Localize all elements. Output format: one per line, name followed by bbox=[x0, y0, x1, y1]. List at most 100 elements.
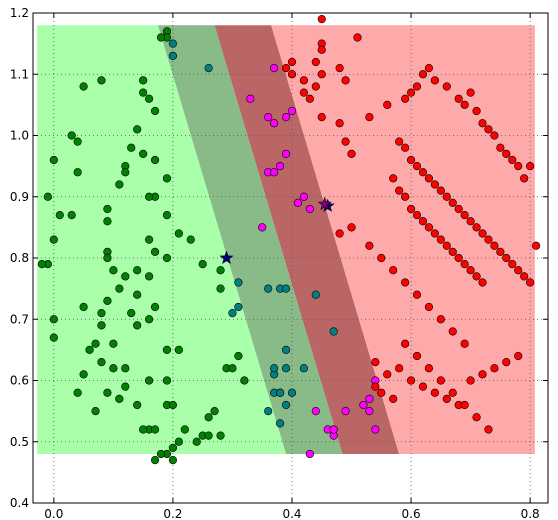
y-tick-label: 1.2 bbox=[10, 6, 29, 20]
data-point bbox=[150, 106, 160, 116]
data-point bbox=[484, 425, 493, 434]
data-point bbox=[371, 358, 380, 367]
data-point bbox=[121, 364, 130, 373]
data-point bbox=[305, 204, 314, 214]
data-point bbox=[430, 76, 439, 85]
data-point bbox=[347, 223, 356, 232]
data-point bbox=[389, 394, 398, 403]
data-point bbox=[335, 229, 344, 238]
data-point bbox=[311, 407, 320, 416]
data-point bbox=[133, 266, 142, 275]
data-point bbox=[210, 407, 219, 416]
data-point bbox=[281, 364, 291, 373]
data-point bbox=[412, 82, 422, 91]
data-point bbox=[150, 247, 160, 256]
data-point bbox=[234, 278, 243, 287]
data-point bbox=[526, 278, 535, 287]
data-point bbox=[192, 437, 201, 446]
data-point bbox=[305, 94, 314, 103]
data-point bbox=[162, 345, 172, 354]
data-point bbox=[144, 235, 154, 244]
data-point bbox=[287, 57, 297, 67]
data-point bbox=[430, 388, 439, 397]
data-point bbox=[371, 382, 380, 391]
data-point bbox=[496, 143, 505, 152]
data-point bbox=[73, 168, 82, 177]
data-point bbox=[335, 119, 344, 128]
x-tick-label: 0.4 bbox=[282, 507, 301, 520]
data-point bbox=[442, 241, 451, 250]
data-point bbox=[502, 149, 511, 158]
data-point bbox=[293, 198, 303, 207]
data-point bbox=[144, 94, 154, 103]
data-point bbox=[418, 382, 428, 391]
data-point bbox=[472, 223, 481, 232]
data-point bbox=[311, 82, 320, 91]
data-point bbox=[418, 217, 428, 226]
data-point bbox=[460, 400, 469, 410]
data-point bbox=[299, 88, 308, 97]
data-point bbox=[103, 296, 112, 305]
data-point bbox=[127, 143, 136, 152]
data-point bbox=[150, 425, 160, 434]
data-point bbox=[270, 64, 279, 73]
data-point bbox=[79, 82, 88, 91]
data-point bbox=[97, 321, 106, 330]
data-point bbox=[371, 425, 380, 434]
data-point bbox=[103, 204, 112, 214]
data-point bbox=[365, 394, 374, 403]
data-point bbox=[472, 106, 481, 116]
data-point bbox=[442, 394, 451, 403]
data-point bbox=[133, 321, 142, 330]
y-tick-label: 0.9 bbox=[10, 190, 29, 204]
data-point bbox=[442, 192, 451, 201]
data-point bbox=[424, 302, 434, 312]
data-point bbox=[311, 290, 320, 299]
data-point bbox=[150, 302, 160, 312]
data-point bbox=[436, 315, 445, 324]
data-point bbox=[240, 376, 249, 385]
data-point bbox=[514, 162, 523, 171]
data-point bbox=[168, 456, 178, 465]
data-point bbox=[49, 155, 58, 165]
data-point bbox=[168, 39, 178, 48]
data-point bbox=[442, 82, 451, 91]
data-point bbox=[103, 253, 112, 263]
data-point bbox=[144, 315, 154, 324]
data-point bbox=[520, 272, 529, 281]
data-point bbox=[281, 149, 291, 158]
data-point bbox=[406, 88, 416, 97]
data-point bbox=[478, 229, 487, 238]
data-point bbox=[204, 64, 213, 73]
data-point bbox=[264, 284, 273, 293]
data-point bbox=[526, 162, 535, 171]
data-point bbox=[246, 94, 255, 103]
data-point bbox=[174, 229, 183, 238]
data-point bbox=[270, 119, 279, 128]
data-point bbox=[317, 113, 326, 122]
region-3 bbox=[271, 25, 535, 454]
region-2 bbox=[214, 25, 400, 454]
data-point bbox=[270, 364, 279, 373]
data-point bbox=[299, 364, 308, 373]
data-point bbox=[490, 364, 499, 373]
data-point bbox=[97, 76, 106, 85]
data-point bbox=[317, 70, 326, 79]
data-point bbox=[502, 253, 511, 263]
data-point bbox=[43, 192, 52, 201]
data-point bbox=[454, 94, 463, 103]
data-point bbox=[139, 425, 148, 434]
data-point bbox=[424, 223, 434, 232]
data-point bbox=[91, 407, 100, 416]
data-point bbox=[472, 272, 481, 281]
data-point bbox=[204, 431, 213, 440]
y-tick-label: 0.6 bbox=[10, 374, 29, 388]
data-point bbox=[466, 217, 475, 226]
data-point bbox=[49, 315, 58, 324]
data-point bbox=[139, 149, 148, 158]
data-point bbox=[436, 235, 445, 244]
data-point bbox=[156, 449, 166, 459]
data-point bbox=[168, 443, 178, 452]
data-point bbox=[67, 211, 76, 220]
data-point bbox=[412, 211, 422, 220]
